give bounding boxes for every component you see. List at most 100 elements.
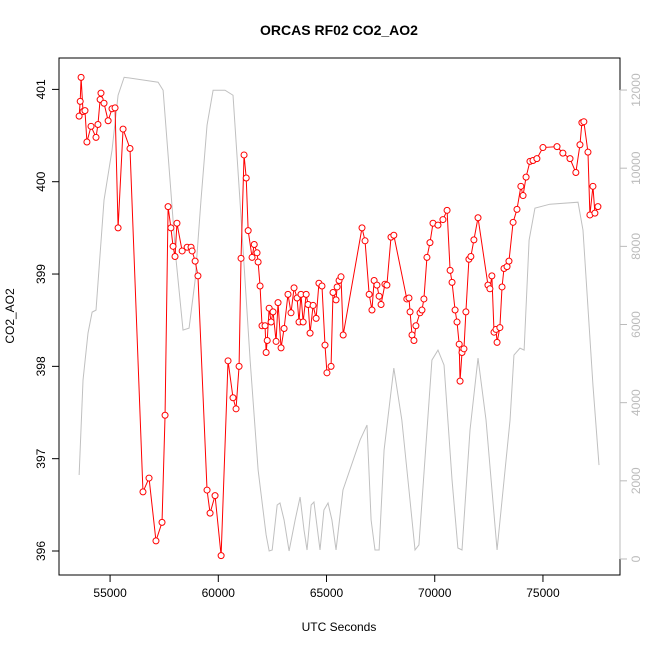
data-point bbox=[496, 324, 504, 332]
y-tick-label: 398 bbox=[34, 356, 48, 376]
data-point bbox=[375, 292, 383, 300]
data-point bbox=[358, 224, 366, 232]
data-point bbox=[167, 224, 175, 232]
data-point bbox=[173, 219, 181, 227]
data-point bbox=[287, 309, 295, 317]
data-point bbox=[333, 283, 341, 291]
data-point bbox=[178, 247, 186, 255]
data-point bbox=[203, 486, 211, 494]
data-point bbox=[206, 509, 214, 517]
data-point bbox=[240, 151, 248, 159]
data-point bbox=[244, 227, 252, 235]
data-point bbox=[277, 344, 285, 352]
y-axis-label: CO2_AO2 bbox=[3, 288, 17, 344]
data-point bbox=[261, 322, 269, 330]
data-point bbox=[498, 283, 506, 291]
x-tick-label: 75000 bbox=[526, 586, 560, 600]
data-point bbox=[188, 247, 196, 255]
y-tick-label: 399 bbox=[34, 264, 48, 284]
data-point bbox=[267, 318, 275, 326]
data-point bbox=[262, 349, 270, 357]
data-point bbox=[361, 237, 369, 245]
data-point bbox=[171, 252, 179, 260]
data-point bbox=[406, 308, 414, 316]
data-point bbox=[580, 118, 588, 126]
data-point bbox=[462, 308, 470, 316]
y2-tick-label: 10000 bbox=[629, 151, 643, 185]
data-point bbox=[451, 306, 459, 314]
data-point bbox=[309, 301, 317, 309]
data-point bbox=[446, 266, 454, 274]
data-point bbox=[76, 97, 84, 105]
data-point bbox=[104, 117, 112, 125]
data-point bbox=[280, 325, 288, 333]
data-point bbox=[383, 281, 391, 289]
data-point bbox=[434, 221, 442, 229]
data-point bbox=[594, 203, 602, 211]
data-point bbox=[114, 224, 122, 232]
data-point bbox=[232, 405, 240, 413]
data-point bbox=[488, 272, 496, 280]
data-point bbox=[111, 104, 119, 112]
data-point bbox=[302, 290, 310, 298]
data-point bbox=[139, 488, 147, 496]
data-point bbox=[572, 168, 580, 176]
data-point bbox=[242, 174, 250, 182]
data-point bbox=[470, 236, 478, 244]
y-tick-label: 397 bbox=[34, 448, 48, 468]
data-point bbox=[559, 149, 567, 157]
data-point bbox=[453, 318, 461, 326]
data-point bbox=[509, 218, 517, 226]
data-point bbox=[318, 282, 326, 290]
x-tick-label: 70000 bbox=[418, 586, 452, 600]
data-point bbox=[513, 205, 521, 213]
data-point bbox=[439, 216, 447, 224]
data-point bbox=[533, 155, 541, 163]
data-point bbox=[327, 362, 335, 370]
data-point bbox=[211, 492, 219, 500]
data-point bbox=[237, 254, 245, 262]
data-point bbox=[420, 295, 428, 303]
plot-frame bbox=[58, 57, 621, 576]
y2-tick-label: 4000 bbox=[629, 389, 643, 416]
data-point bbox=[321, 341, 329, 349]
chart-title: ORCAS RF02 CO2_AO2 bbox=[260, 22, 418, 38]
data-point bbox=[81, 107, 89, 115]
data-point bbox=[312, 314, 320, 322]
data-point bbox=[158, 518, 166, 526]
data-point bbox=[145, 474, 153, 482]
y2-tick-label: 6000 bbox=[629, 311, 643, 338]
y2-tick-label: 12000 bbox=[629, 73, 643, 107]
data-point bbox=[97, 89, 105, 97]
data-point bbox=[460, 345, 468, 353]
data-point bbox=[522, 173, 530, 181]
y-tick-label: 401 bbox=[34, 79, 48, 99]
data-point bbox=[284, 290, 292, 298]
data-point bbox=[553, 143, 561, 151]
data-point bbox=[591, 209, 599, 217]
data-point bbox=[519, 192, 527, 200]
data-point bbox=[126, 144, 134, 152]
data-point bbox=[589, 182, 597, 190]
data-point bbox=[373, 281, 381, 289]
data-point bbox=[194, 272, 202, 280]
x-tick-label: 60000 bbox=[202, 586, 236, 600]
data-point bbox=[100, 99, 108, 107]
y2-tick-label: 0 bbox=[629, 555, 643, 562]
data-point bbox=[505, 257, 513, 265]
data-point bbox=[368, 306, 376, 314]
data-point bbox=[75, 112, 83, 120]
data-point bbox=[161, 411, 169, 419]
data-point bbox=[253, 249, 261, 257]
data-point bbox=[456, 377, 464, 385]
data-point bbox=[87, 122, 95, 130]
data-point bbox=[274, 299, 282, 307]
data-point bbox=[263, 337, 271, 345]
data-point bbox=[254, 258, 262, 266]
data-point bbox=[467, 252, 475, 260]
x-tick-label: 55000 bbox=[93, 586, 127, 600]
data-point bbox=[566, 155, 574, 163]
data-point bbox=[83, 138, 91, 146]
data-point bbox=[493, 338, 501, 346]
